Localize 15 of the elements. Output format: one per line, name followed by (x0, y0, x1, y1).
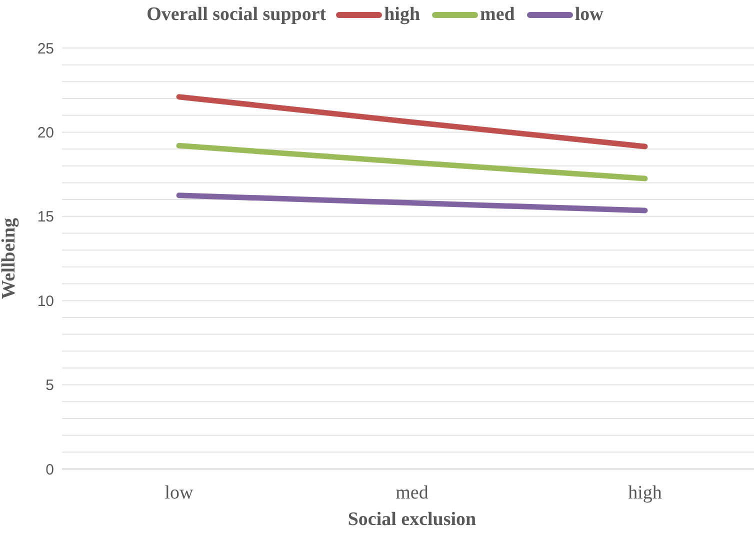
y-tick-label: 10 (37, 292, 54, 310)
y-tick-label: 25 (37, 40, 54, 58)
x-tick-label: med (396, 482, 429, 504)
y-tick-label: 0 (46, 461, 54, 478)
x-tick-label: low (164, 482, 194, 504)
y-axis-title: Wellbeing (0, 217, 20, 300)
y-tick-label: 20 (37, 124, 54, 142)
legend-title: Overall social support (146, 4, 326, 26)
x-tick-label: high (628, 482, 662, 504)
x-axis-title: Social exclusion (348, 509, 477, 530)
legend-label: high (384, 4, 420, 26)
y-tick-label: 15 (37, 208, 54, 226)
legend-label: low (574, 4, 604, 26)
y-tick-label: 5 (46, 377, 54, 394)
legend-label: med (480, 4, 515, 26)
